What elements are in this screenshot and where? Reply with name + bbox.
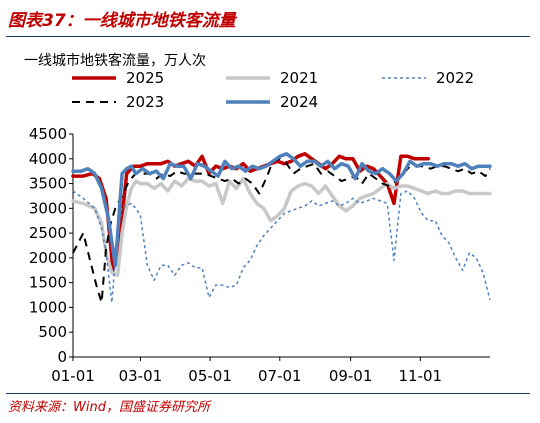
legend-swatch-2021: [226, 76, 270, 80]
y-tick-label-1500: 1500: [29, 274, 67, 292]
y-axis-label: 一线城市地铁客流量，万人次: [24, 53, 206, 69]
y-tick-label-4500: 4500: [29, 125, 67, 143]
y-tick-label-0: 0: [57, 348, 67, 366]
source-note: 资料来源：Wind，国盛证券研究所: [8, 400, 210, 415]
figure-title: 图表37：一线城市地铁客流量: [8, 11, 236, 31]
y-tick-label-3500: 3500: [29, 175, 67, 193]
x-tick-label-07-01: 07-01: [258, 367, 302, 385]
series-line-2021: [71, 176, 492, 277]
footer-divider: [6, 393, 530, 394]
y-tick-label-1000: 1000: [29, 298, 67, 316]
legend-swatch-2022: [382, 77, 426, 79]
series-line-2025: [71, 152, 431, 273]
legend-swatch-2025: [72, 76, 116, 80]
legend-swatch-2024: [226, 100, 270, 104]
legend-label-2023: 2023: [126, 93, 165, 111]
legend-label-2022: 2022: [436, 69, 475, 87]
y-tick-label-500: 500: [38, 323, 67, 341]
x-tick-label-09-01: 09-01: [329, 367, 373, 385]
chart-legend: 2025 2021 2022 2023 2024: [70, 67, 530, 117]
legend-label-2025: 2025: [126, 69, 165, 87]
x-tick-label-03-01: 03-01: [119, 367, 163, 385]
series-line-2024: [71, 152, 492, 268]
x-tick-label-11-01: 11-01: [399, 367, 443, 385]
y-tick-label-4000: 4000: [29, 150, 67, 168]
y-tick-label-2000: 2000: [29, 249, 67, 267]
legend-swatch-2023: [72, 101, 116, 103]
legend-label-2024: 2024: [280, 93, 319, 111]
x-tick-label-05-01: 05-01: [188, 367, 232, 385]
legend-label-2021: 2021: [280, 69, 319, 87]
x-tick-label-01-01: 01-01: [51, 367, 95, 385]
series-line-2022: [72, 190, 491, 304]
y-tick-label-2500: 2500: [29, 224, 67, 242]
header-divider: [6, 36, 530, 37]
y-tick-label-3000: 3000: [29, 199, 67, 217]
